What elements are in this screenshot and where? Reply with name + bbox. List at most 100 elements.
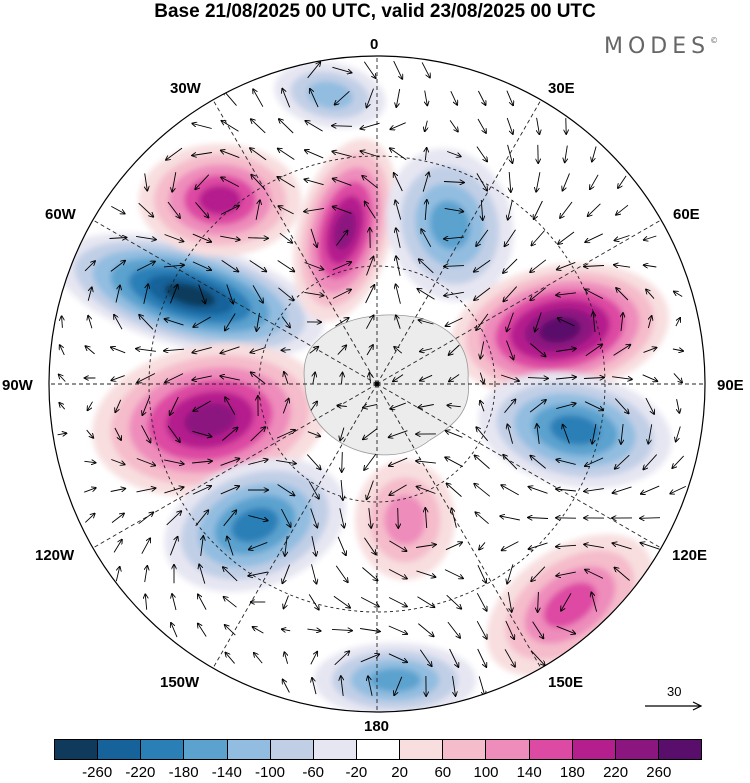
wind-arrow — [164, 487, 183, 494]
wind-arrow — [253, 89, 264, 107]
wind-arrow — [501, 485, 519, 496]
wind-arrow — [505, 620, 514, 639]
wind-arrow — [537, 117, 540, 134]
wind-arrow — [342, 451, 343, 472]
colorbar — [54, 739, 702, 760]
wind-arrow — [341, 479, 343, 500]
wind-arrow — [416, 570, 436, 577]
wind-arrow — [142, 396, 151, 415]
wind-arrow — [395, 200, 402, 220]
wind-arrow — [529, 487, 548, 494]
anomaly-pink-high-170w — [355, 460, 455, 580]
wind-arrow — [252, 285, 263, 302]
wind-arrow — [531, 566, 546, 582]
wind-arrow — [220, 459, 240, 466]
wind-arrow — [561, 593, 572, 610]
wind-arrow — [250, 148, 267, 161]
wind-arrow — [171, 623, 178, 638]
wind-arrow — [198, 284, 206, 304]
wind-arrow — [172, 172, 177, 192]
wind-arrow — [425, 148, 426, 161]
wind-arrow — [369, 508, 371, 528]
wind-arrow — [111, 347, 126, 354]
colorbar-segment — [141, 740, 185, 759]
wind-arrow — [390, 148, 407, 161]
wind-vectors — [58, 61, 686, 696]
wind-arrow — [618, 175, 627, 188]
wind-arrow — [136, 488, 156, 493]
wind-arrow — [444, 291, 464, 295]
wind-arrow — [60, 345, 65, 356]
wind-arrow — [111, 513, 124, 523]
wind-arrow — [507, 424, 514, 444]
lon-label-90e: 90E — [717, 377, 744, 394]
wind-arrow — [84, 488, 96, 493]
wind-arrow — [449, 120, 458, 131]
wind-arrow — [253, 627, 264, 634]
wind-arrow — [531, 230, 545, 246]
wind-arrow — [500, 516, 520, 521]
wind-arrow — [641, 543, 660, 550]
wind-arrow — [169, 285, 177, 304]
wind-arrow — [449, 374, 460, 382]
wind-arrow — [593, 312, 595, 332]
wind-arrow — [281, 508, 290, 527]
wind-arrow — [139, 315, 154, 330]
wind-arrow — [304, 262, 324, 270]
wind-arrow — [532, 621, 544, 639]
colorbar-tick-label: 140 — [516, 764, 542, 781]
colorbar-ticks: -260 -220 -180 -140 -100 -60 -20 20 60 100 140 180 2… — [54, 764, 702, 782]
wind-arrow — [534, 200, 543, 219]
wind-arrow — [475, 512, 489, 525]
lon-label-120e: 120E — [672, 547, 708, 564]
wind-arrow — [141, 425, 151, 442]
anomaly-blue-low-30w-north — [274, 61, 386, 129]
wind-arrow — [538, 591, 539, 612]
wind-arrow — [282, 399, 288, 414]
wind-arrow — [332, 262, 351, 271]
wind-arrow — [192, 486, 211, 495]
wind-arrow — [476, 313, 489, 330]
wind-arrow — [474, 484, 491, 497]
wind-arrow — [276, 430, 295, 439]
wind-arrow — [530, 259, 547, 272]
lon-label-120w: 120W — [35, 547, 75, 564]
anomaly-blue-low-180 — [313, 642, 477, 712]
wind-arrow — [198, 624, 207, 637]
wind-arrow — [111, 459, 124, 465]
wind-arrow — [282, 350, 291, 351]
wind-arrow — [389, 430, 408, 438]
wind-arrow — [530, 343, 545, 357]
wind-arrow — [332, 290, 351, 299]
wind-arrow — [368, 676, 373, 696]
colorbar-tick-label: -100 — [254, 764, 286, 781]
wind-arrow — [307, 62, 321, 79]
brand-name: MODES — [604, 34, 711, 59]
wind-arrow — [222, 121, 239, 132]
wind-arrow — [390, 122, 406, 130]
wind-arrow — [394, 676, 403, 695]
wind-arrow — [477, 90, 485, 105]
wind-arrow — [478, 676, 485, 695]
wind-arrow — [362, 176, 379, 189]
wind-arrow — [220, 206, 239, 215]
wind-arrow — [425, 120, 428, 132]
wind-arrow — [87, 287, 92, 301]
wind-arrow — [504, 649, 515, 666]
colorbar-segment — [572, 740, 616, 759]
wind-arrow — [335, 318, 348, 327]
wind-arrow — [312, 678, 317, 695]
wind-arrow — [251, 119, 266, 134]
wind-arrow — [425, 200, 427, 221]
wind-arrow — [615, 454, 630, 469]
wind-arrow — [500, 374, 519, 381]
wind-arrow — [360, 654, 379, 663]
wind-arrow — [360, 628, 380, 632]
wind-arrow — [450, 91, 457, 105]
meridian-line — [212, 383, 378, 669]
wind-arrow — [476, 427, 489, 442]
wind-arrow — [508, 200, 513, 219]
wind-arrow — [88, 316, 93, 329]
wind-arrow — [361, 151, 380, 158]
wind-arrow — [367, 88, 374, 108]
